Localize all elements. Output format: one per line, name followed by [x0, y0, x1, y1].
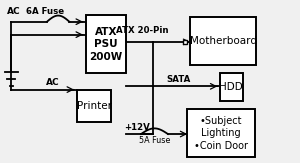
Text: AC: AC — [7, 7, 21, 16]
Bar — [183, 40, 187, 44]
Text: ATX
PSU
200W: ATX PSU 200W — [89, 27, 123, 62]
Text: +12V: +12V — [124, 123, 149, 132]
Text: 6A Fuse: 6A Fuse — [26, 7, 64, 16]
FancyBboxPatch shape — [187, 109, 254, 157]
Text: AC: AC — [46, 78, 60, 87]
Text: 5A Fuse: 5A Fuse — [139, 136, 170, 145]
Text: Printer: Printer — [76, 101, 112, 111]
FancyBboxPatch shape — [190, 17, 256, 65]
FancyBboxPatch shape — [77, 90, 111, 122]
Text: HDD: HDD — [220, 82, 243, 92]
Text: •Subject
Lighting
•Coin Door: •Subject Lighting •Coin Door — [194, 116, 248, 151]
Text: ATX 20-Pin: ATX 20-Pin — [116, 26, 169, 35]
FancyBboxPatch shape — [86, 15, 126, 73]
Text: SATA: SATA — [166, 75, 190, 84]
FancyBboxPatch shape — [220, 73, 243, 101]
Text: Motherboard: Motherboard — [190, 36, 257, 46]
